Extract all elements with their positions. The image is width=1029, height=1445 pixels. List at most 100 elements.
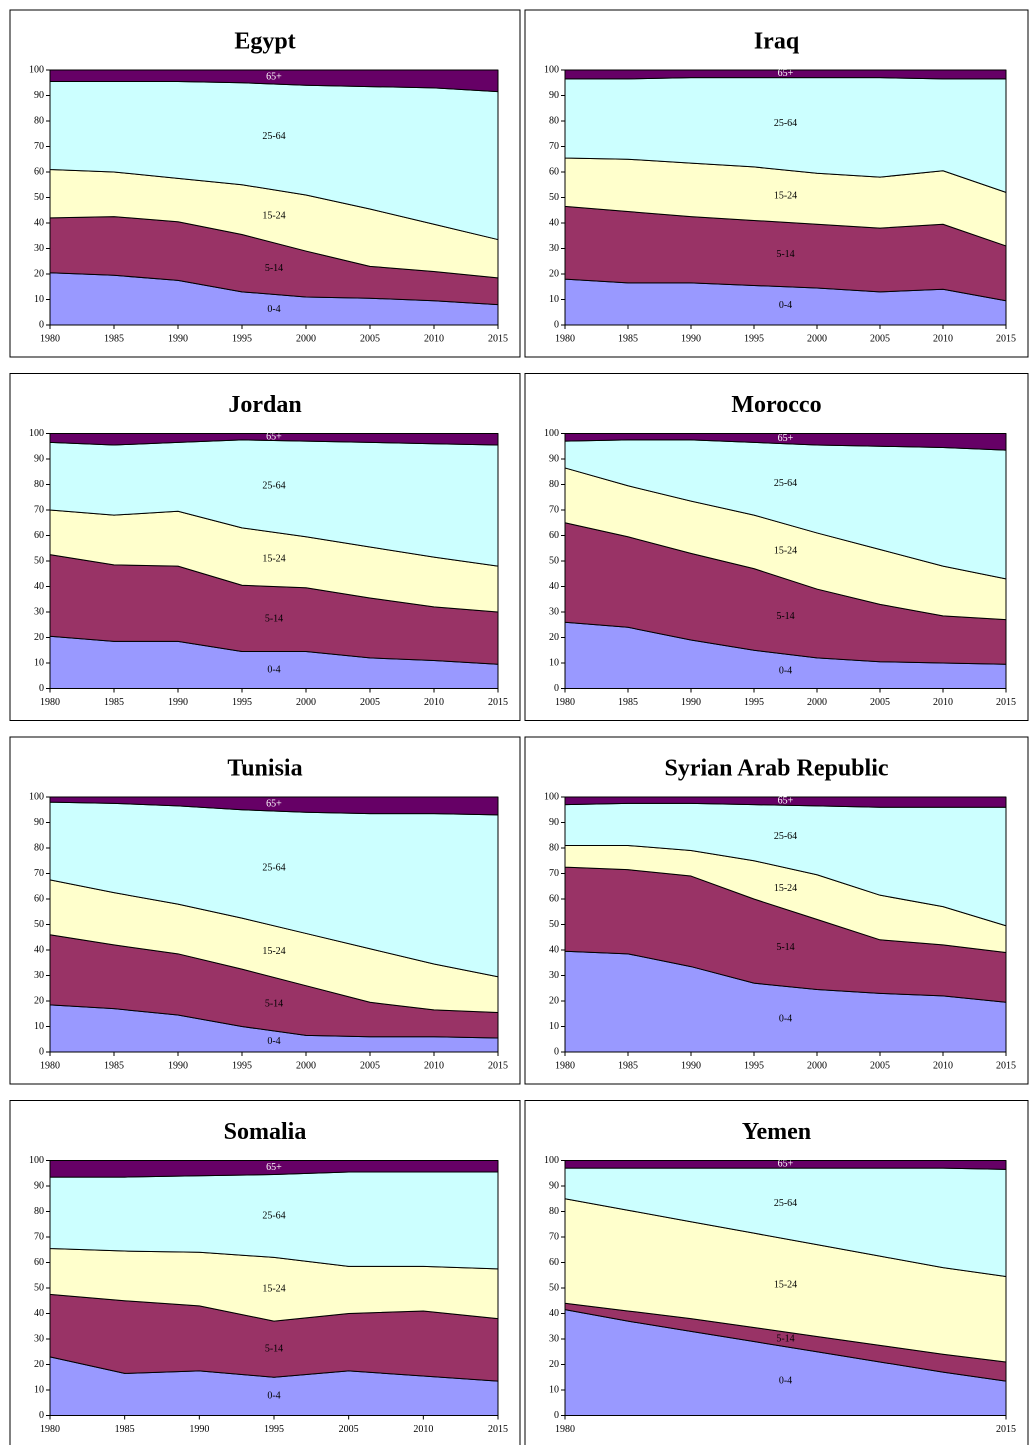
y-tick-label: 90	[34, 90, 44, 101]
y-tick-label: 50	[34, 1282, 44, 1293]
x-tick-label: 2005	[339, 1424, 359, 1435]
y-tick-label: 0	[39, 319, 44, 330]
y-tick-label: 100	[544, 64, 559, 75]
y-tick-label: 90	[549, 453, 559, 464]
y-tick-label: 30	[34, 243, 44, 254]
chart-title: Yemen	[742, 1119, 811, 1145]
chart-title: Somalia	[224, 1119, 307, 1145]
y-tick-label: 20	[549, 1359, 559, 1370]
panel: Somalia 0-4 5-14 15-24 25-64 65+ 0 10 20 30 40 50 60…	[9, 1100, 521, 1445]
y-tick-label: 90	[34, 817, 44, 828]
series-label: 0-4	[779, 1013, 792, 1024]
series-label: 15-24	[262, 946, 285, 957]
y-tick-label: 40	[34, 944, 44, 955]
y-tick-label: 90	[549, 90, 559, 101]
x-tick-label: 1985	[104, 697, 124, 708]
series-label: 65+	[266, 798, 282, 809]
y-tick-label: 50	[34, 555, 44, 566]
x-tick-label: 2000	[807, 1060, 827, 1071]
area	[564, 1160, 1007, 1170]
x-tick-label: 1995	[744, 1060, 764, 1071]
y-tick-label: 80	[34, 479, 44, 490]
x-tick-label: 1980	[555, 1060, 575, 1071]
x-tick-label: 2015	[996, 333, 1016, 344]
y-tick-label: 40	[34, 217, 44, 228]
series-label: 65+	[778, 68, 794, 79]
y-tick-label: 0	[39, 1410, 44, 1421]
x-tick-label: 2005	[870, 333, 890, 344]
y-tick-label: 80	[549, 115, 559, 126]
x-tick-label: 1980	[40, 1060, 60, 1071]
y-tick-label: 30	[34, 970, 44, 981]
x-tick-label: 1985	[115, 1424, 135, 1435]
y-tick-label: 10	[34, 657, 44, 668]
x-tick-label: 2010	[933, 1060, 953, 1071]
x-tick-label: 1985	[104, 333, 124, 344]
x-tick-label: 1980	[40, 1424, 60, 1435]
y-tick-label: 100	[544, 428, 559, 439]
y-tick-label: 80	[549, 1206, 559, 1217]
y-tick-label: 60	[34, 166, 44, 177]
series-label: 5-14	[776, 1334, 794, 1345]
y-tick-label: 20	[34, 1359, 44, 1370]
y-tick-label: 80	[34, 1206, 44, 1217]
panel: Jordan 0-4 5-14 15-24 25-64 65+ 0 10 20 30 40 50 60 7…	[9, 373, 521, 721]
y-tick-label: 40	[549, 1308, 559, 1319]
y-tick-label: 40	[549, 944, 559, 955]
x-tick-label: 1990	[681, 697, 701, 708]
x-tick-label: 1990	[681, 333, 701, 344]
series-label: 25-64	[262, 863, 285, 874]
x-tick-label: 2005	[360, 697, 380, 708]
y-tick-label: 50	[549, 1282, 559, 1293]
y-tick-label: 30	[549, 1333, 559, 1344]
y-tick-label: 70	[34, 504, 44, 515]
series-label: 15-24	[262, 1284, 285, 1295]
chart-title: Jordan	[228, 392, 301, 418]
y-tick-label: 70	[549, 1231, 559, 1242]
y-tick-label: 100	[29, 428, 44, 439]
area	[49, 69, 499, 93]
area	[49, 433, 499, 446]
y-tick-label: 30	[34, 606, 44, 617]
y-tick-label: 60	[549, 893, 559, 904]
series-label: 15-24	[774, 546, 797, 557]
series-label: 5-14	[265, 613, 283, 624]
panel: Tunisia 0-4 5-14 15-24 25-64 65+ 0 10 20 30 40 50 60…	[9, 736, 521, 1085]
series-label: 65+	[266, 1162, 282, 1173]
x-tick-label: 1985	[618, 1060, 638, 1071]
series-label: 0-4	[779, 1375, 792, 1386]
x-tick-label: 2015	[488, 333, 508, 344]
x-tick-label: 2005	[870, 1060, 890, 1071]
panel: Syrian Arab Republic 0-4 5-14 15-24 25-64 65+…	[524, 736, 1029, 1085]
x-tick-label: 1990	[681, 1060, 701, 1071]
series-label: 5-14	[776, 611, 794, 622]
x-tick-label: 2010	[424, 333, 444, 344]
x-tick-label: 1995	[232, 1060, 252, 1071]
y-tick-label: 70	[549, 504, 559, 515]
x-tick-label: 2015	[488, 1060, 508, 1071]
series-label: 65+	[266, 71, 282, 82]
x-tick-label: 2010	[413, 1424, 433, 1435]
y-tick-label: 30	[549, 970, 559, 981]
y-tick-label: 10	[34, 1021, 44, 1032]
area	[564, 433, 1007, 451]
panel: Egypt 0-4 5-14 15-24 25-64 65+ 0 10 20 30 40 50 60 70…	[9, 9, 521, 358]
y-tick-label: 80	[549, 842, 559, 853]
y-tick-label: 60	[34, 893, 44, 904]
y-tick-label: 60	[549, 1257, 559, 1268]
y-tick-label: 10	[34, 1384, 44, 1395]
y-tick-label: 0	[554, 1046, 559, 1057]
y-tick-label: 70	[549, 868, 559, 879]
x-tick-label: 2005	[360, 333, 380, 344]
y-tick-label: 100	[29, 791, 44, 802]
series-label: 65+	[778, 795, 794, 806]
series-label: 5-14	[265, 1343, 283, 1354]
x-tick-label: 2015	[996, 1060, 1016, 1071]
x-tick-label: 1980	[40, 333, 60, 344]
y-tick-label: 60	[34, 1257, 44, 1268]
x-tick-label: 2000	[296, 333, 316, 344]
area	[564, 69, 1007, 80]
series-label: 25-64	[262, 1210, 285, 1221]
y-tick-label: 80	[549, 479, 559, 490]
series-label: 15-24	[774, 191, 797, 202]
